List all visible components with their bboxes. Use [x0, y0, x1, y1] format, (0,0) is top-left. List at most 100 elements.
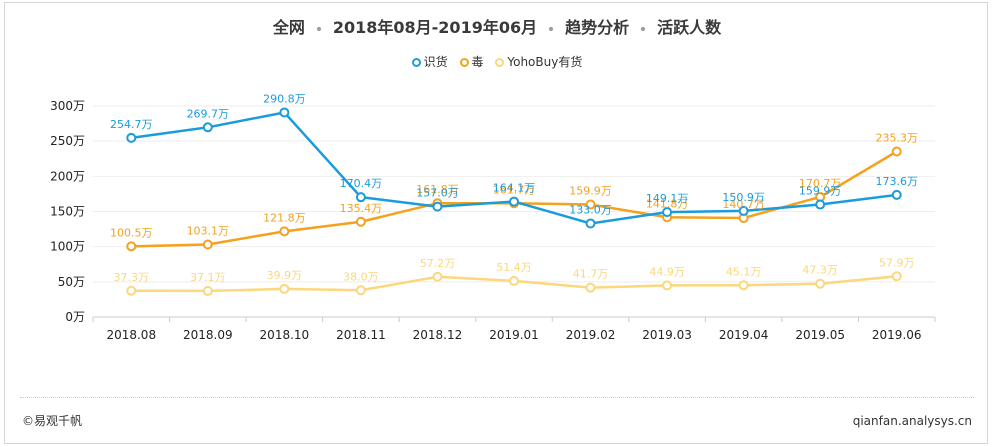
legend-item-series-2[interactable]: 毒 [459, 53, 484, 70]
data-point-2 [202, 239, 213, 250]
data-point-2 [355, 216, 366, 227]
x-tick-label: 2019.04 [719, 328, 769, 342]
data-point-1 [585, 218, 596, 229]
data-point-1 [509, 196, 519, 207]
data-label-1: 254.7万 [110, 118, 153, 131]
source-url: qianfan.analysys.cn [852, 414, 972, 428]
data-label-2: 159.9万 [569, 185, 612, 198]
legend-label: 识货 [423, 55, 448, 69]
footer-divider [20, 397, 974, 398]
data-label-1: 159.9万 [799, 185, 842, 198]
data-point-3 [202, 285, 213, 296]
copyright-text: ©易观千帆 [22, 414, 83, 428]
data-label-2: 141.8万 [646, 197, 689, 210]
x-tick-label: 2018.09 [183, 328, 233, 342]
legend-marker-icon [495, 58, 505, 67]
data-label-1: 157.0万 [416, 187, 459, 200]
data-label-1: 290.8万 [263, 92, 306, 105]
data-label-3: 37.3万 [114, 271, 150, 284]
legend-label: YohoBuy有货 [507, 55, 583, 69]
data-label-2: 235.3万 [875, 132, 918, 145]
data-point-3 [815, 278, 826, 289]
data-label-2: 100.5万 [110, 226, 153, 239]
data-label-2: 170.7万 [799, 177, 842, 190]
x-tick-label: 2019.03 [642, 328, 692, 342]
data-label-3: 57.2万 [420, 257, 456, 270]
x-tick-label: 2019.02 [566, 328, 616, 342]
y-tick-label: 200万 [50, 169, 85, 183]
data-point-3 [585, 282, 596, 293]
data-label-3: 38.0万 [343, 270, 379, 283]
data-point-1 [126, 132, 137, 143]
x-tick-label: 2018.08 [106, 328, 156, 342]
data-point-1 [815, 199, 826, 210]
data-label-1: 173.6万 [875, 175, 918, 188]
legend-marker-icon [459, 58, 469, 67]
data-label-3: 57.9万 [879, 256, 915, 269]
data-label-2: 103.1万 [187, 224, 230, 237]
chart-legend: 识货 毒 YohoBuy有货 [0, 53, 994, 70]
y-tick-label: 250万 [50, 134, 85, 148]
data-label-3: 44.9万 [649, 265, 685, 278]
x-tick-label: 2019.06 [872, 328, 922, 342]
legend-label: 毒 [471, 55, 484, 69]
x-tick-label: 2019.05 [795, 328, 845, 342]
data-point-3 [355, 285, 366, 296]
title-separator-dot [316, 26, 321, 31]
data-point-1 [891, 189, 902, 200]
data-point-3 [662, 280, 673, 291]
legend-marker-icon [411, 58, 421, 67]
title-separator-dot [641, 26, 646, 31]
title-separator-dot [549, 26, 554, 31]
data-point-2 [891, 146, 902, 157]
data-label-1: 149.1万 [646, 192, 689, 205]
title-metric: 活跃人数 [657, 18, 722, 37]
chart-title: 全网 2018年08月-2019年06月 趋势分析 活跃人数 [0, 14, 994, 38]
data-point-3 [126, 285, 137, 296]
data-label-2: 135.4万 [340, 202, 383, 215]
data-point-3 [279, 283, 290, 294]
data-label-3: 45.1万 [726, 265, 762, 278]
title-scope: 全网 [272, 18, 305, 37]
x-tick-label: 2018.12 [413, 328, 463, 342]
data-point-3 [738, 280, 749, 291]
data-point-1 [202, 122, 213, 133]
data-point-1 [355, 192, 366, 203]
x-tick-label: 2019.01 [489, 328, 539, 342]
legend-item-series-1[interactable]: 识货 [411, 53, 448, 70]
y-tick-label: 0万 [65, 310, 85, 324]
chart-frame [4, 2, 988, 444]
data-point-2 [126, 241, 137, 252]
data-point-2 [585, 199, 596, 210]
data-label-1: 133.0万 [569, 203, 612, 216]
title-analysis: 趋势分析 [565, 18, 630, 37]
y-tick-label: 50万 [58, 275, 85, 289]
data-point-1 [662, 207, 673, 218]
data-label-3: 51.4万 [496, 261, 532, 274]
data-point-1 [279, 107, 290, 118]
legend-item-series-3[interactable]: YohoBuy有货 [495, 53, 582, 70]
data-point-1 [432, 201, 443, 212]
y-tick-label: 150万 [50, 205, 85, 219]
data-label-2: 121.8万 [263, 211, 306, 224]
data-point-1 [738, 205, 749, 216]
title-period: 2018年08月-2019年06月 [332, 18, 538, 37]
y-tick-label: 300万 [50, 99, 85, 113]
x-tick-label: 2018.11 [336, 328, 386, 342]
data-label-3: 37.1万 [190, 271, 226, 284]
data-label-2: 161.8万 [416, 183, 459, 196]
data-label-2: 140.7万 [722, 198, 765, 211]
y-tick-label: 100万 [50, 240, 85, 254]
x-tick-label: 2018.10 [260, 328, 310, 342]
data-label-1: 269.7万 [187, 107, 230, 120]
data-label-3: 47.3万 [802, 264, 838, 277]
data-point-3 [891, 271, 902, 282]
data-label-1: 170.4万 [340, 177, 383, 190]
data-point-3 [432, 271, 443, 282]
data-label-3: 41.7万 [573, 268, 609, 281]
data-label-1: 164.1万 [493, 182, 536, 195]
data-label-3: 39.9万 [267, 269, 303, 282]
data-point-3 [509, 275, 519, 286]
data-point-2 [279, 226, 290, 237]
